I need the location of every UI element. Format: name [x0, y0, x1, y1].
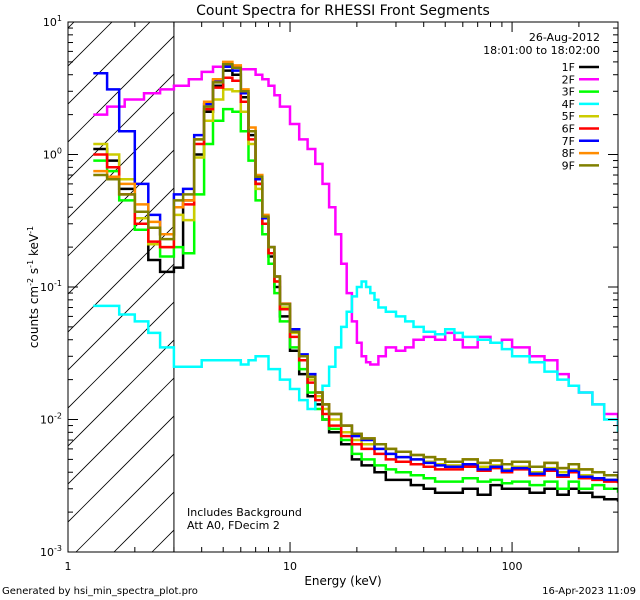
hatch-line — [68, 187, 174, 295]
y-tick-label: 10-2 — [40, 412, 62, 427]
hatch-line — [68, 22, 151, 105]
series-group — [93, 60, 618, 502]
legend-label-8F: 8F — [562, 147, 575, 160]
series-4F — [93, 280, 618, 433]
legend-label-9F: 9F — [562, 159, 575, 172]
ylabel-main: counts cm — [27, 286, 41, 348]
x-tick-label: 1 — [65, 560, 72, 573]
footer-generator: Generated by hsi_min_spectra_plot.pro — [2, 586, 198, 597]
legend-label-6F: 6F — [562, 123, 575, 136]
x-axis-label: Energy (keV) — [304, 574, 381, 588]
y-axis: 101 100 10-1 10-2 10-3 — [40, 14, 618, 559]
annotation-attenuator: Att A0, FDecim 2 — [187, 519, 280, 532]
legend-label-7F: 7F — [562, 135, 575, 148]
x-tick-label: 100 — [502, 560, 523, 573]
series-9F — [93, 62, 618, 479]
ylabel-exp2: -1 — [26, 260, 35, 268]
y-tick-label: 101 — [43, 14, 62, 29]
legend-label-3F: 3F — [562, 86, 575, 99]
date-label: 26-Aug-2012 — [529, 31, 600, 44]
legend-label-1F: 1F — [562, 61, 575, 74]
hatch-line — [68, 22, 113, 67]
ylabel-exp1: -2 — [26, 278, 35, 286]
hatch-line — [68, 149, 174, 257]
hatch-line — [68, 35, 174, 143]
chart-title: Count Spectra for RHESSI Front Segments — [196, 3, 490, 19]
hatch-line — [68, 377, 174, 485]
x-tick-label: 10 — [283, 560, 297, 573]
legend-label-5F: 5F — [562, 110, 575, 123]
ylabel-exp3: -1 — [26, 226, 35, 234]
hatch-line — [68, 415, 174, 523]
y-tick-label: 100 — [43, 147, 62, 162]
y-axis-label: counts cm-2 s-1 keV-1 — [26, 226, 41, 348]
y-tick-label: 10-3 — [40, 544, 62, 559]
x-axis: 1 10 100 — [65, 22, 619, 573]
legend-label-2F: 2F — [562, 73, 575, 86]
time-range-label: 18:01:00 to 18:02:00 — [483, 44, 600, 57]
footer-timestamp: 16-Apr-2023 11:09 — [542, 586, 636, 597]
ylabel-s: s — [27, 268, 41, 278]
legend-label-4F: 4F — [562, 98, 575, 111]
annotation-background: Includes Background — [187, 506, 302, 519]
ylabel-unit: keV — [27, 233, 41, 260]
y-tick-label: 10-1 — [40, 279, 62, 294]
